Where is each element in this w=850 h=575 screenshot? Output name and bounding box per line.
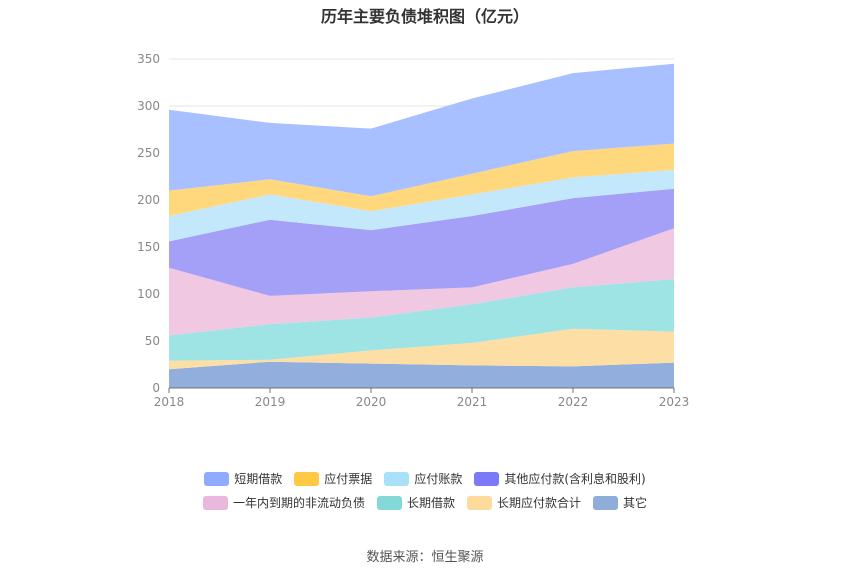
legend-item[interactable]: 一年内到期的非流动负债: [202, 494, 365, 511]
data-source: 数据来源：恒生聚源: [366, 550, 484, 565]
legend-swatch: [294, 471, 320, 486]
legend-swatch: [384, 471, 410, 486]
legend-swatch: [593, 495, 619, 510]
legend: 短期借款 应付票据 应付账款 其他应付款(含利息和股利) 一年内到期的非流动负债 长期借…: [0, 470, 850, 518]
area-series: [169, 63, 674, 388]
legend-label: 长期应付款合计: [497, 496, 582, 510]
legend-swatch: [467, 495, 492, 510]
legend-label: 应付账款: [414, 472, 463, 486]
x-tick-label: 2018: [154, 395, 185, 409]
area-长期借款: [169, 279, 674, 361]
y-tick-label: 300: [137, 99, 160, 113]
area-应付账款: [169, 169, 674, 242]
legend-item[interactable]: 应付票据: [294, 470, 372, 487]
area-长期应付款合计: [169, 328, 674, 370]
legend-swatch: [474, 471, 500, 486]
y-tick-label: 0: [152, 381, 160, 395]
x-tick-label: 2019: [255, 395, 286, 409]
x-tick-label: 2021: [457, 395, 488, 409]
legend-item[interactable]: 短期借款: [204, 470, 282, 487]
axes: 0 50 100 150 200 250 300 350 2018 2019 2020 2021 202…: [137, 52, 689, 409]
legend-label: 其他应付款(含利息和股利): [504, 472, 646, 486]
legend-item[interactable]: 其他应付款(含利息和股利): [474, 470, 646, 487]
legend-row-1: 短期借款 应付票据 应付账款 其他应付款(含利息和股利): [0, 470, 850, 487]
y-tick-label: 200: [137, 193, 160, 207]
y-tick-label: 100: [137, 287, 160, 301]
legend-item[interactable]: 应付账款: [384, 470, 462, 487]
area-短期借款: [169, 63, 674, 197]
legend-row-2: 一年内到期的非流动负债 长期借款 长期应付款合计 其它: [0, 494, 850, 511]
x-tick-label: 2023: [659, 395, 690, 409]
area-其他应付款(含利息和股利): [169, 188, 674, 296]
legend-label: 短期借款: [234, 472, 283, 486]
y-tick-label: 150: [137, 240, 160, 254]
legend-swatch: [202, 495, 228, 510]
area-一年内到期的非流动负债: [169, 228, 674, 336]
legend-item[interactable]: 其它: [593, 494, 647, 511]
legend-label: 其它: [623, 496, 648, 510]
chart-title: 历年主要负债堆积图（亿元）: [320, 7, 529, 26]
legend-label: 长期借款: [406, 496, 455, 510]
legend-label: 一年内到期的非流动负债: [232, 496, 365, 510]
legend-item[interactable]: 长期借款: [376, 494, 455, 511]
legend-item[interactable]: 长期应付款合计: [467, 494, 581, 511]
y-tick-label: 250: [137, 146, 160, 160]
legend-label: 应付票据: [324, 472, 373, 486]
x-tick-label: 2022: [558, 395, 589, 409]
y-tick-label: 350: [137, 52, 160, 66]
x-tick-label: 2020: [356, 395, 387, 409]
legend-swatch: [204, 471, 230, 486]
y-tick-label: 50: [145, 334, 160, 348]
area-应付票据: [169, 143, 674, 216]
area-其它: [169, 361, 674, 388]
legend-swatch: [376, 495, 402, 510]
